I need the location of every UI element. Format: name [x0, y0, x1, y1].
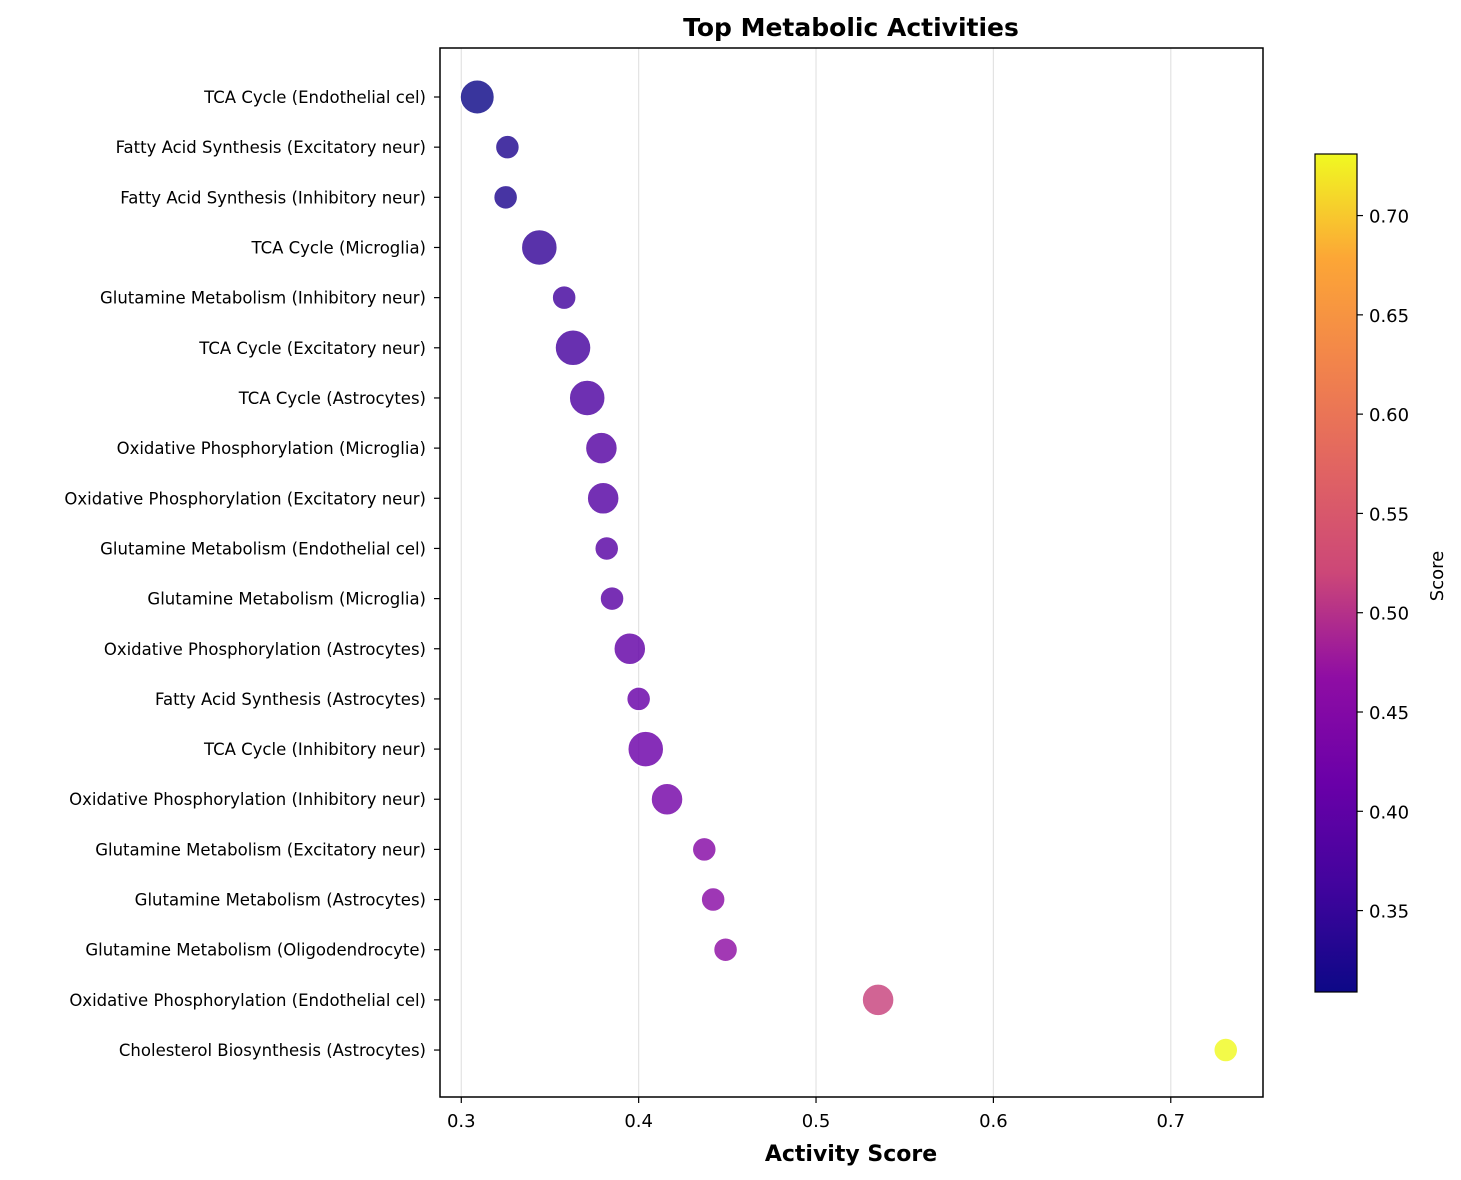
- y-tick-label: Glutamine Metabolism (Inhibitory neur): [100, 289, 426, 308]
- data-point: [494, 134, 521, 160]
- y-tick-label: TCA Cycle (Endothelial cel): [203, 88, 426, 107]
- x-tick-label: 0.7: [1156, 1111, 1185, 1132]
- colorbar-tick-label: 0.70: [1369, 207, 1409, 228]
- data-point: [627, 730, 665, 768]
- colorbar-tick-label: 0.55: [1369, 504, 1409, 525]
- y-tick-label: Oxidative Phosphorylation (Astrocytes): [104, 640, 426, 659]
- y-tick-label: Oxidative Phosphorylation (Endothelial c…: [69, 991, 426, 1010]
- y-tick-label: Fatty Acid Synthesis (Astrocytes): [155, 690, 426, 709]
- colorbar-ticks: 0.35 0.40 0.45 0.50 0.55 0.60 0.65 0.70: [1357, 207, 1409, 923]
- y-tick-label: Fatty Acid Synthesis (Inhibitory neur): [120, 188, 426, 207]
- y-tick-label: Fatty Acid Synthesis (Excitatory neur): [116, 138, 426, 157]
- data-point: [700, 886, 726, 913]
- colorbar-tick-label: 0.50: [1369, 604, 1409, 625]
- data-point: [861, 983, 895, 1017]
- y-axis: TCA Cycle (Endothelial cel) Fatty Acid Sy…: [64, 88, 440, 1060]
- colorbar-tick-label: 0.60: [1369, 405, 1409, 426]
- colorbar: 0.35 0.40 0.45 0.50 0.55 0.60 0.65 0.70 Score: [1314, 153, 1448, 993]
- data-point: [712, 936, 739, 963]
- x-axis: 0.3 0.4 0.5 0.6 0.7: [447, 1097, 1185, 1132]
- y-tick-label: Glutamine Metabolism (Endothelial cel): [100, 539, 426, 558]
- chart-title: Top Metabolic Activities: [683, 13, 1019, 42]
- data-point: [554, 329, 592, 367]
- y-tick-label: Oxidative Phosphorylation (Excitatory ne…: [64, 489, 426, 508]
- x-tick-label: 0.5: [802, 1111, 831, 1132]
- y-tick-label: TCA Cycle (Astrocytes): [238, 389, 426, 408]
- data-point: [459, 79, 496, 115]
- data-point: [568, 379, 606, 417]
- data-point: [599, 585, 625, 612]
- data-point: [593, 535, 620, 562]
- x-tick-label: 0.3: [447, 1111, 476, 1132]
- grid-lines: [460, 48, 1172, 1097]
- y-tick-label: Glutamine Metabolism (Microglia): [147, 590, 426, 609]
- y-tick-label: Glutamine Metabolism (Astrocytes): [135, 891, 426, 910]
- y-tick-label: TCA Cycle (Inhibitory neur): [203, 740, 426, 759]
- data-point: [551, 284, 577, 311]
- data-point: [492, 184, 519, 211]
- y-tick-label: TCA Cycle (Excitatory neur): [198, 339, 426, 358]
- colorbar-tick-label: 0.35: [1369, 902, 1409, 923]
- colorbar-tick-label: 0.45: [1369, 703, 1409, 724]
- y-tick-label: Glutamine Metabolism (Oligodendrocyte): [85, 941, 426, 960]
- data-point: [584, 431, 619, 465]
- data-points: [459, 79, 1239, 1063]
- y-tick-label: Cholesterol Biosynthesis (Astrocytes): [119, 1041, 426, 1060]
- plot-frame: [439, 47, 1264, 1098]
- colorbar-tick-label: 0.65: [1369, 306, 1409, 327]
- x-tick-label: 0.4: [624, 1111, 653, 1132]
- data-point: [613, 632, 647, 666]
- y-tick-label: Oxidative Phosphorylation (Inhibitory ne…: [69, 790, 426, 809]
- x-axis-label: Activity Score: [765, 1142, 937, 1167]
- colorbar-gradient: [1314, 153, 1358, 993]
- data-point: [625, 686, 652, 712]
- data-point: [650, 782, 684, 816]
- colorbar-tick-label: 0.40: [1369, 802, 1409, 823]
- y-tick-label: Oxidative Phosphorylation (Microglia): [117, 439, 426, 458]
- data-point: [691, 836, 718, 863]
- data-point: [586, 481, 620, 516]
- data-point: [1213, 1037, 1239, 1063]
- data-point: [520, 228, 559, 267]
- colorbar-label: Score: [1427, 551, 1448, 601]
- y-tick-label: Glutamine Metabolism (Excitatory neur): [95, 840, 426, 859]
- x-tick-label: 0.6: [979, 1111, 1008, 1132]
- y-tick-label: TCA Cycle (Microglia): [250, 238, 426, 257]
